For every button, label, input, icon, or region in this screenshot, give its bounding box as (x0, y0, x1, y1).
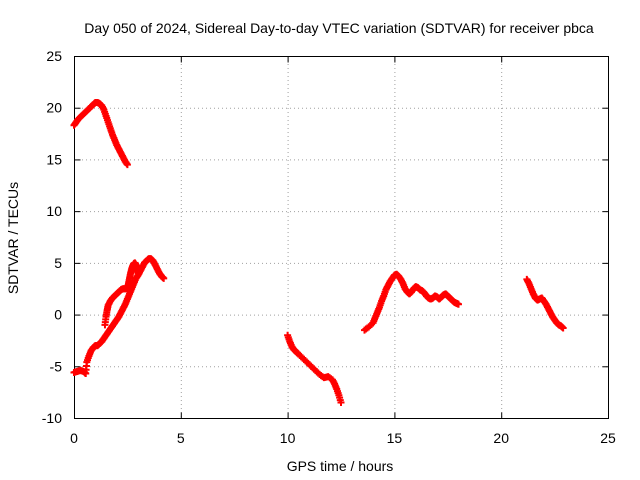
x-axis-label: GPS time / hours (287, 458, 394, 474)
data-points (71, 99, 567, 406)
y-tick-label: -10 (42, 410, 62, 426)
series-arc-5 (361, 271, 462, 334)
series-arc-1 (71, 99, 131, 168)
tick-labels: 0 5 10 15 20 25 -10 -5 0 5 10 15 20 25 (42, 48, 616, 446)
series-arc-4 (284, 332, 344, 406)
y-tick-label: 10 (46, 203, 62, 219)
x-tick-label: 25 (600, 430, 616, 446)
x-tick-label: 15 (387, 430, 403, 446)
x-tick-label: 0 (70, 430, 78, 446)
y-tick-label: 15 (46, 151, 62, 167)
grid-lines (74, 56, 608, 418)
y-tick-label: 25 (46, 48, 62, 64)
plot-frame (75, 57, 609, 419)
x-tick-label: 10 (280, 430, 296, 446)
x-tick-label: 20 (493, 430, 509, 446)
x-tick-label: 5 (177, 430, 185, 446)
chart-title: Day 050 of 2024, Sidereal Day-to-day VTE… (84, 20, 594, 36)
y-tick-label: 5 (54, 255, 62, 271)
y-tick-label: -5 (50, 358, 63, 374)
series-arc-2 (71, 255, 168, 377)
axis-ticks (75, 57, 609, 419)
series-arc-6 (523, 276, 566, 332)
y-axis-label: SDTVAR / TECUs (5, 182, 21, 294)
y-tick-label: 20 (46, 100, 62, 116)
y-tick-label: 0 (54, 307, 62, 323)
chart: Day 050 of 2024, Sidereal Day-to-day VTE… (0, 0, 640, 480)
